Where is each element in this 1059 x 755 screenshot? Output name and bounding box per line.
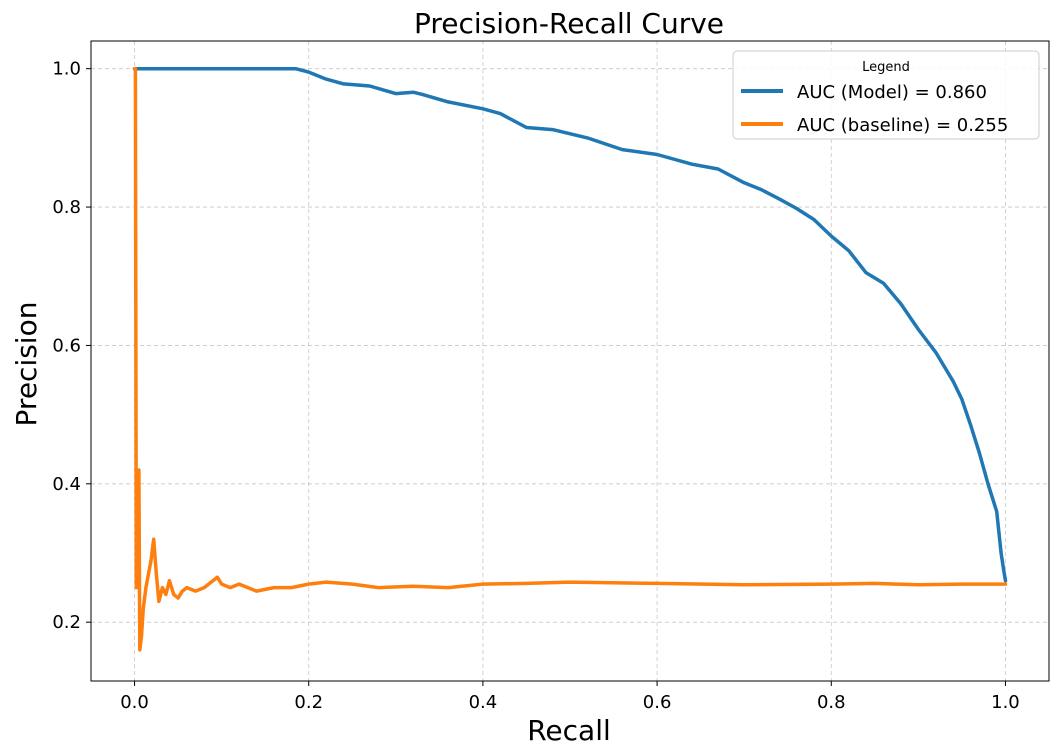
chart-title: Precision-Recall Curve [414,7,724,40]
y-axis-ticks: 0.2 0.4 0.6 0.8 1.0 [52,59,91,633]
legend-label-model: AUC (Model) = 0.860 [797,82,987,103]
x-axis-label: Recall [527,714,611,747]
y-tick-label: 0.6 [52,335,81,356]
x-axis-ticks: 0.0 0.2 0.4 0.6 0.8 1.0 [120,681,1020,713]
y-tick-label: 0.2 [52,612,81,633]
y-tick-label: 1.0 [52,59,81,80]
y-axis-label: Precision [10,302,43,427]
legend-box [732,50,1040,140]
x-tick-label: 0.2 [294,692,323,713]
y-tick-label: 0.4 [52,474,81,495]
x-tick-label: 0.8 [817,692,846,713]
x-tick-label: 0.4 [469,692,498,713]
x-tick-label: 1.0 [991,692,1020,713]
plot-frame [90,40,1050,682]
baseline-curve [132,66,1008,652]
x-tick-label: 0.0 [120,692,149,713]
legend-title: Legend [862,60,910,75]
legend-label-baseline: AUC (baseline) = 0.255 [797,115,1008,136]
x-tick-label: 0.6 [643,692,672,713]
model-curve [132,66,1008,583]
legend: Legend AUC (Model) = 0.860 AUC (baseline… [732,50,1040,140]
series-layer [132,66,1008,652]
grid [91,41,1049,681]
y-tick-label: 0.8 [52,197,81,218]
